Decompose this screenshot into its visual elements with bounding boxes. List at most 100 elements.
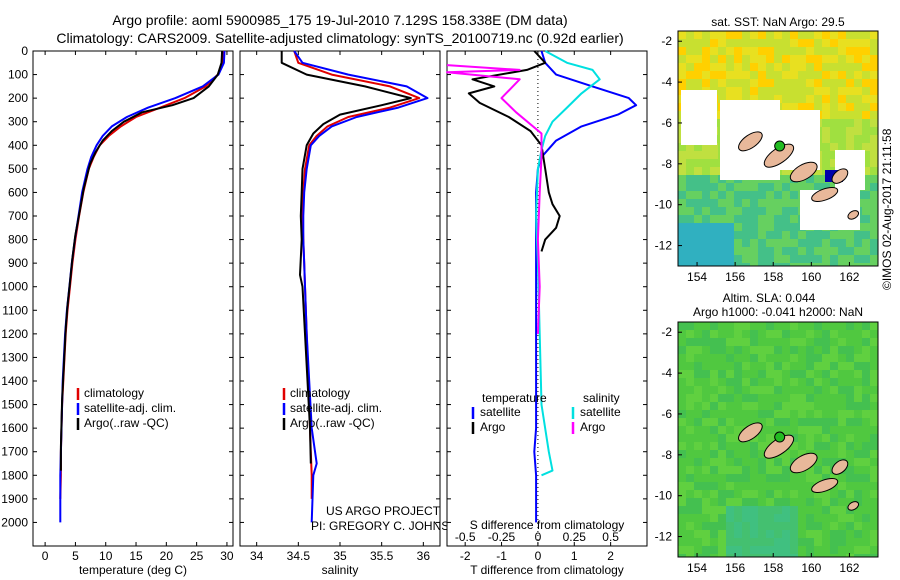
map-cell: [822, 255, 830, 263]
x-tick-label: 15: [129, 549, 143, 563]
map-cell: [790, 514, 798, 522]
map-cell: [870, 215, 878, 223]
map-cell: [814, 546, 822, 554]
map-cell: [726, 55, 734, 63]
map-cell: [678, 418, 686, 426]
map-cell: [742, 466, 750, 474]
map-cell: [718, 466, 726, 474]
map-cell: [806, 434, 814, 442]
map-cell: [814, 450, 822, 458]
map-cell: [734, 482, 742, 490]
map-cell: [742, 490, 750, 498]
map-cell: [814, 378, 822, 386]
x-axis-label: salinity: [322, 563, 359, 577]
map-cell: [750, 215, 758, 223]
y-tick-label: 1800: [1, 468, 28, 482]
map-cell: [870, 346, 878, 354]
map-cell: [838, 63, 846, 71]
map-cell: [870, 394, 878, 402]
map-cell: [862, 175, 870, 183]
map-cell: [758, 354, 766, 362]
map-cell: [862, 39, 870, 47]
map-cell: [838, 111, 846, 119]
map-cell: [862, 362, 870, 370]
map-cell: [822, 322, 830, 330]
map-cell: [718, 410, 726, 418]
series-line-s-argo: [446, 64, 543, 334]
map-cell: [742, 55, 750, 63]
map-cell: [750, 410, 758, 418]
map-cell: [702, 231, 710, 239]
map-cell: [678, 239, 686, 247]
map-cell: [694, 370, 702, 378]
map-cell: [710, 450, 718, 458]
map-cell: [678, 215, 686, 223]
map-sst-map: [677, 30, 879, 267]
map-cell: [766, 95, 774, 103]
map-cell: [806, 346, 814, 354]
map-cell: [686, 338, 694, 346]
map-cell: [742, 514, 750, 522]
x-tick-label-salinity: 0.5: [602, 530, 619, 544]
map-cell: [790, 490, 798, 498]
map-frame: [677, 30, 879, 267]
map-cell: [782, 554, 790, 557]
island: [789, 161, 818, 183]
map-cell: [774, 263, 782, 266]
map-cell: [766, 466, 774, 474]
map-cell: [806, 255, 814, 263]
map-cell: [702, 474, 710, 482]
map-cell: [758, 322, 766, 330]
map-cell: [686, 530, 694, 538]
map-cell: [830, 79, 838, 87]
map-cell: [782, 322, 790, 330]
map-cell: [838, 31, 846, 39]
map-cell: [822, 530, 830, 538]
map-cell: [838, 103, 846, 111]
y-tick-label: 300: [8, 115, 28, 129]
map-cell: [862, 458, 870, 466]
map-cell: [790, 191, 798, 199]
map-cell: [830, 530, 838, 538]
map-cell: [846, 378, 854, 386]
map-x-tick-label: 162: [839, 270, 859, 284]
map-sla-map: [677, 321, 879, 558]
map-cell: [750, 183, 758, 191]
legend-header-salinity: salinity: [583, 391, 620, 405]
map-cell: [790, 39, 798, 47]
legend-label: climatology: [290, 386, 350, 400]
map-cell: [710, 498, 718, 506]
map-cell: [726, 458, 734, 466]
map-cell: [742, 458, 750, 466]
map-cell: [774, 466, 782, 474]
x-tick-label-salinity: 0: [535, 530, 542, 544]
map-cell: [718, 79, 726, 87]
map-cell: [846, 474, 854, 482]
map-cell: [830, 386, 838, 394]
map-cell: [814, 183, 822, 191]
map-cell: [734, 442, 742, 450]
map-cell: [718, 31, 726, 39]
map-cell: [806, 522, 814, 530]
map-cell: [702, 31, 710, 39]
map-cell: [838, 143, 846, 151]
island: [738, 422, 763, 443]
map-cell: [814, 263, 822, 266]
map-cell: [766, 71, 774, 79]
map-cell: [838, 71, 846, 79]
map-cell: [822, 47, 830, 55]
map-cell: [750, 530, 758, 538]
map-cell: [838, 402, 846, 410]
map-cell: [710, 47, 718, 55]
map-cell: [766, 239, 774, 247]
map-cell: [854, 87, 862, 95]
x-axis-label-temperature: T difference from climatology: [470, 563, 624, 577]
map-cell: [702, 346, 710, 354]
map-cell: [814, 442, 822, 450]
map-cell: [806, 247, 814, 255]
map-cell: [782, 31, 790, 39]
map-cell: [726, 207, 734, 215]
map-x-tick-label: 156: [725, 561, 745, 575]
map-cell: [694, 482, 702, 490]
legend-header-temperature: temperature: [482, 391, 547, 405]
